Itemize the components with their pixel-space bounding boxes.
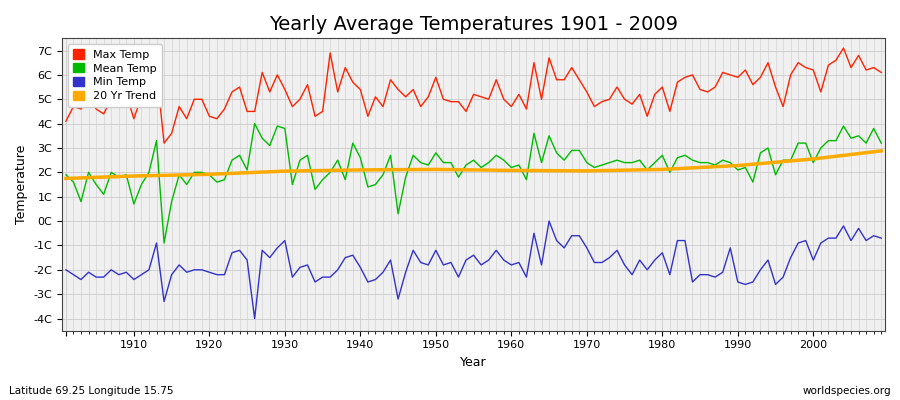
Title: Yearly Average Temperatures 1901 - 2009: Yearly Average Temperatures 1901 - 2009: [269, 15, 678, 34]
Text: worldspecies.org: worldspecies.org: [803, 386, 891, 396]
Y-axis label: Temperature: Temperature: [15, 145, 28, 224]
X-axis label: Year: Year: [460, 356, 487, 369]
Text: Latitude 69.25 Longitude 15.75: Latitude 69.25 Longitude 15.75: [9, 386, 174, 396]
Legend: Max Temp, Mean Temp, Min Temp, 20 Yr Trend: Max Temp, Mean Temp, Min Temp, 20 Yr Tre…: [68, 44, 162, 107]
